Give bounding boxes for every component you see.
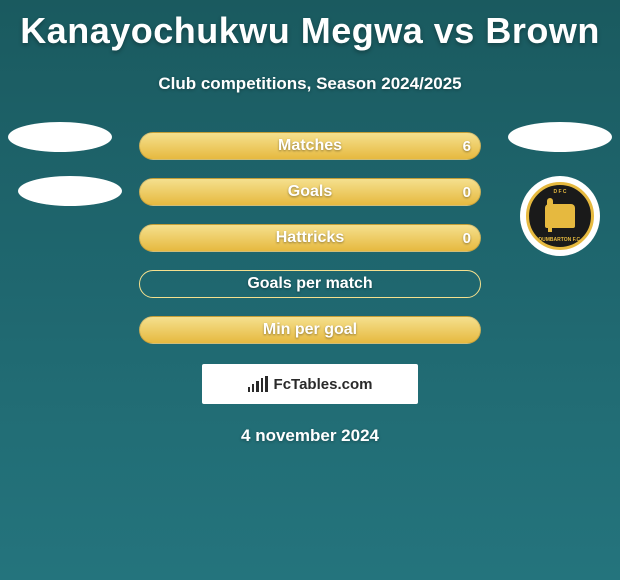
chart-icon	[248, 376, 268, 392]
player-left-avatar-2	[18, 176, 122, 206]
elephant-icon	[545, 204, 575, 228]
stat-right-value: 0	[463, 230, 471, 247]
stat-row-min-per-goal: Min per goal	[139, 316, 481, 344]
date-label: 4 november 2024	[0, 426, 620, 446]
fctables-logo[interactable]: FcTables.com	[202, 364, 418, 404]
stat-label: Hattricks	[276, 229, 344, 247]
stat-label: Goals per match	[247, 275, 372, 293]
club-badge-inner: D F C DUMBARTON F.C.	[526, 182, 594, 250]
stat-label: Matches	[278, 137, 342, 155]
player-left-avatar-1	[8, 122, 112, 152]
page-title: Kanayochukwu Megwa vs Brown	[0, 0, 620, 52]
stat-right-value: 6	[463, 138, 471, 155]
stat-label: Min per goal	[263, 321, 357, 339]
badge-text-top: D F C	[553, 189, 566, 195]
logo-text: FcTables.com	[274, 376, 373, 393]
player-right-avatar-1	[508, 122, 612, 152]
stat-row-hattricks: Hattricks 0	[139, 224, 481, 252]
stat-row-goals-per-match: Goals per match	[139, 270, 481, 298]
stat-row-goals: Goals 0	[139, 178, 481, 206]
badge-text-bottom: DUMBARTON F.C.	[539, 237, 582, 243]
stat-right-value: 0	[463, 184, 471, 201]
stat-label: Goals	[288, 183, 332, 201]
season-subtitle: Club competitions, Season 2024/2025	[0, 74, 620, 94]
stat-row-matches: Matches 6	[139, 132, 481, 160]
club-badge: D F C DUMBARTON F.C.	[520, 176, 600, 256]
